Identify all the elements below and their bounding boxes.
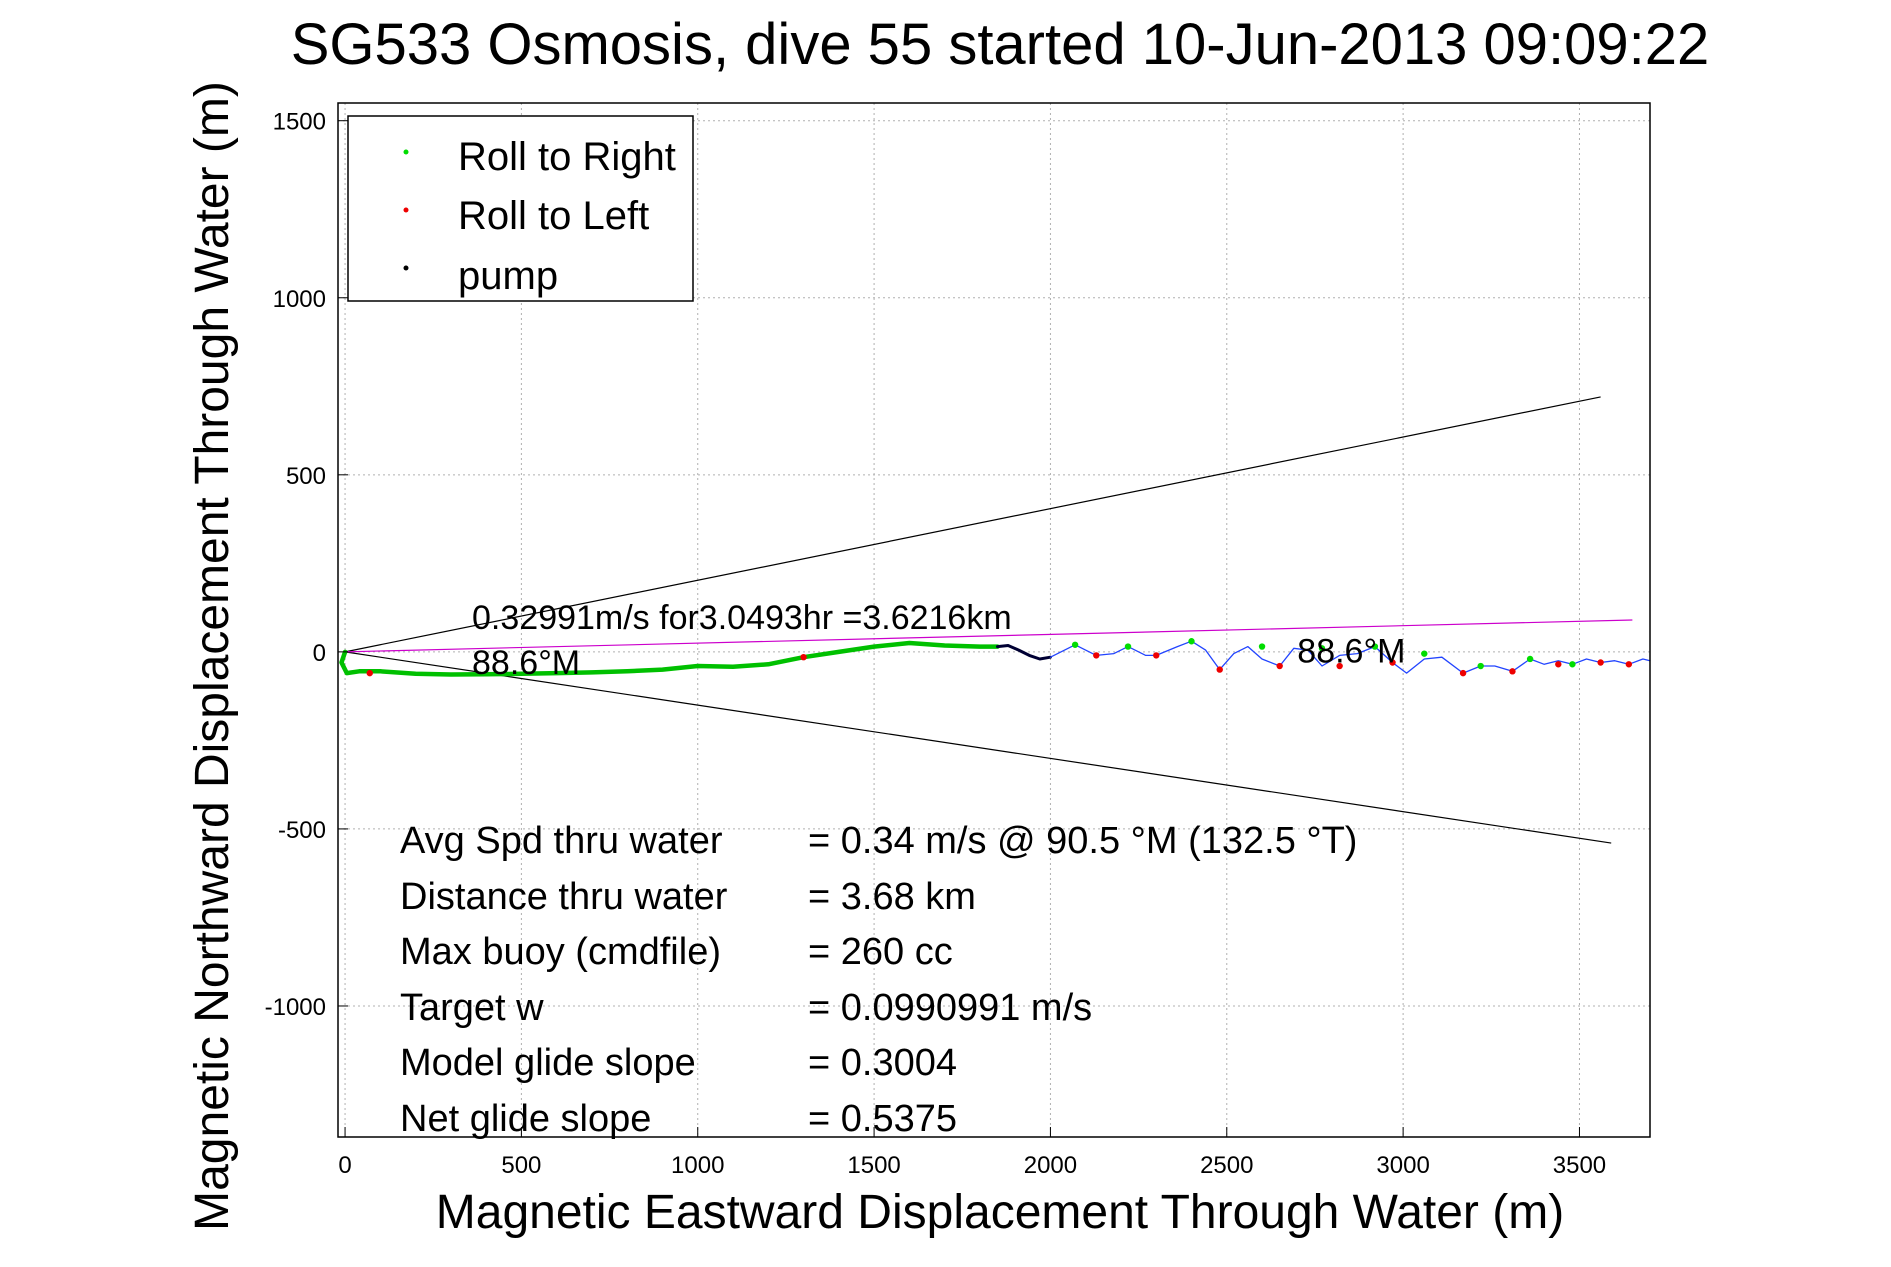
y-tick-label: 500 xyxy=(286,463,326,490)
x-tick-label: 1000 xyxy=(671,1152,724,1179)
y-tick-label: -500 xyxy=(278,817,326,844)
roll-left-point xyxy=(1216,666,1223,673)
roll-right-point xyxy=(1526,655,1534,663)
y-tick-label: -1000 xyxy=(265,994,326,1021)
roll-right-point xyxy=(1371,643,1379,650)
stat-label-avg-speed: Avg Spd thru water xyxy=(400,820,723,862)
stat-value-model-glide: = 0.3004 xyxy=(808,1042,957,1084)
stat-value-avg-speed: = 0.34 m/s @ 90.5 °M (132.5 °T) xyxy=(808,820,1357,862)
roll-left-point xyxy=(1597,659,1604,666)
legend-label-pump: pump xyxy=(458,254,558,298)
stat-label-net-glide: Net glide slope xyxy=(400,1098,651,1140)
roll-left-point xyxy=(1625,661,1633,668)
roll-left-point xyxy=(1459,669,1467,677)
roll-right-point xyxy=(1071,641,1079,648)
x-tick-label: 0 xyxy=(338,1152,351,1179)
roll-right-point xyxy=(1188,638,1195,645)
annotations: 0.32991m/s for3.0493hr =3.6216km 88.6°M … xyxy=(472,599,1405,682)
series-group xyxy=(339,640,1651,677)
roll-left-point xyxy=(1153,652,1160,659)
y-axis-ticks: 1500 1000 500 0 -500 -1000 xyxy=(265,109,348,1021)
x-axis-label: Magnetic Eastward Displacement Through W… xyxy=(436,1186,1564,1239)
y-tick-label: 0 xyxy=(313,640,326,667)
roll-right-point xyxy=(1569,661,1576,668)
x-tick-label: 500 xyxy=(501,1152,541,1179)
heading-annotation-right: 88.6°M xyxy=(1297,632,1405,670)
speed-annotation: 0.32991m/s for3.0493hr =3.6216km xyxy=(472,599,1012,637)
series-pump xyxy=(996,644,1052,661)
roll-right-point xyxy=(1124,643,1132,650)
roll-left-point xyxy=(1093,652,1100,659)
x-tick-label: 1500 xyxy=(847,1152,900,1179)
roll-right-point xyxy=(1318,645,1326,652)
stat-label-distance: Distance thru water xyxy=(400,876,728,918)
stat-value-net-glide: = 0.5375 xyxy=(808,1098,957,1140)
roll-right-point xyxy=(1477,662,1484,670)
roll-right-point xyxy=(1258,643,1266,650)
y-axis-label: Magnetic Northward Displacement Through … xyxy=(186,81,239,1231)
legend-marker-roll-right xyxy=(403,149,409,155)
cone-lower-line xyxy=(344,651,1612,844)
x-tick-label: 3500 xyxy=(1553,1152,1606,1179)
roll-left-point xyxy=(1276,662,1283,670)
x-tick-label: 3000 xyxy=(1376,1152,1429,1179)
legend-label-roll-left: Roll to Left xyxy=(458,194,649,238)
x-tick-label: 2000 xyxy=(1024,1152,1077,1179)
heading-line-line xyxy=(345,619,1633,653)
legend-marker-pump xyxy=(403,265,409,271)
x-tick-label: 2500 xyxy=(1200,1152,1253,1179)
roll-left-point xyxy=(1336,662,1343,670)
plot-area-frame xyxy=(337,102,1651,1138)
legend-label-roll-right: Roll to Right xyxy=(458,135,676,179)
grid xyxy=(338,103,1650,1137)
stat-value-max-buoy: = 260 cc xyxy=(808,931,953,973)
reference-lines xyxy=(344,396,1633,844)
roll-left-point xyxy=(1555,661,1562,668)
legend: Roll to Right Roll to Left pump xyxy=(347,115,694,302)
roll-left-point xyxy=(800,653,807,661)
x-axis-ticks: 0 500 1000 1500 2000 2500 3000 3500 xyxy=(338,1127,1606,1179)
y-tick-label: 1000 xyxy=(273,286,326,313)
roll-left-point xyxy=(1389,659,1396,666)
chart-title: SG533 Osmosis, dive 55 started 10-Jun-20… xyxy=(291,12,1710,77)
stat-value-distance: = 3.68 km xyxy=(808,876,976,918)
stat-label-target-w: Target w xyxy=(400,987,544,1029)
stats-block: Avg Spd thru water = 0.34 m/s @ 90.5 °M … xyxy=(400,820,1357,1140)
markers-group xyxy=(366,638,1633,677)
roll-right-point xyxy=(1421,650,1428,657)
stat-label-model-glide: Model glide slope xyxy=(400,1042,696,1084)
stat-label-max-buoy: Max buoy (cmdfile) xyxy=(400,931,721,973)
series-trajectory-wiggle xyxy=(1049,640,1651,674)
y-tick-label: 1500 xyxy=(273,109,326,136)
roll-left-point xyxy=(1509,668,1516,675)
roll-left-point xyxy=(366,669,373,677)
legend-marker-roll-left xyxy=(403,207,409,213)
cone-upper-line xyxy=(344,396,1601,653)
heading-annotation-left: 88.6°M xyxy=(472,644,580,682)
stat-value-target-w: = 0.0990991 m/s xyxy=(808,987,1092,1029)
series-trajectory-main xyxy=(339,640,1000,677)
